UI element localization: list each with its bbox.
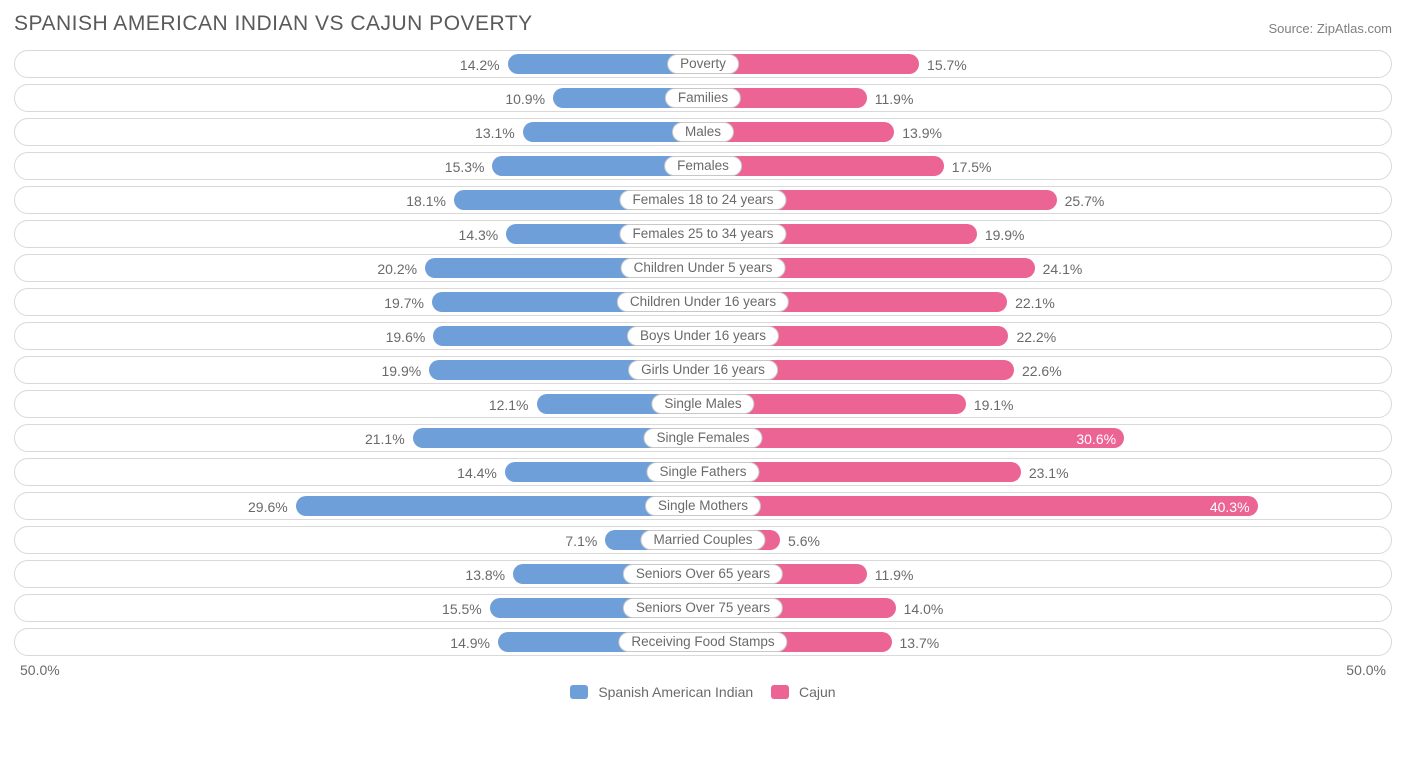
chart-row: 7.1% 5.6% Married Couples: [14, 526, 1392, 554]
category-label: Females 25 to 34 years: [619, 224, 786, 244]
value-label-left: 10.9%: [505, 85, 545, 113]
value-label-right: 14.0%: [904, 595, 944, 623]
chart-row: 19.6% 22.2% Boys Under 16 years: [14, 322, 1392, 350]
chart-row: 21.1% 30.6% Single Females: [14, 424, 1392, 452]
axis-label-right: 50.0%: [1346, 662, 1386, 678]
category-label: Children Under 5 years: [621, 258, 786, 278]
x-axis: 50.0% 50.0%: [14, 662, 1392, 678]
value-label-right: 30.6%: [1076, 425, 1116, 453]
chart-row: 10.9% 11.9% Families: [14, 84, 1392, 112]
chart-source: Source: ZipAtlas.com: [1268, 21, 1392, 36]
value-label-right: 19.9%: [985, 221, 1025, 249]
category-label: Males: [672, 122, 734, 142]
value-label-right: 23.1%: [1029, 459, 1069, 487]
category-label: Single Males: [651, 394, 754, 414]
category-label: Females: [664, 156, 742, 176]
value-label-left: 20.2%: [377, 255, 417, 283]
chart-title: SPANISH AMERICAN INDIAN VS CAJUN POVERTY: [14, 12, 533, 36]
value-label-left: 15.3%: [445, 153, 485, 181]
value-label-right: 22.6%: [1022, 357, 1062, 385]
chart-row: 19.7% 22.1% Children Under 16 years: [14, 288, 1392, 316]
value-label-left: 14.4%: [457, 459, 497, 487]
chart-row: 13.1% 13.9% Males: [14, 118, 1392, 146]
category-label: Poverty: [667, 54, 739, 74]
value-label-right: 13.9%: [902, 119, 942, 147]
value-label-left: 21.1%: [365, 425, 405, 453]
chart-row: 19.9% 22.6% Girls Under 16 years: [14, 356, 1392, 384]
value-label-right: 40.3%: [1210, 493, 1250, 521]
value-label-right: 5.6%: [788, 527, 820, 555]
value-label-left: 14.9%: [450, 629, 490, 657]
category-label: Girls Under 16 years: [628, 360, 778, 380]
chart-row: 14.9% 13.7% Receiving Food Stamps: [14, 628, 1392, 656]
value-label-right: 22.1%: [1015, 289, 1055, 317]
category-label: Boys Under 16 years: [627, 326, 779, 346]
value-label-left: 7.1%: [565, 527, 597, 555]
chart-row: 29.6% 40.3% Single Mothers: [14, 492, 1392, 520]
bar-left: [296, 496, 703, 516]
value-label-left: 19.9%: [381, 357, 421, 385]
category-label: Single Mothers: [645, 496, 761, 516]
value-label-right: 11.9%: [875, 85, 914, 113]
legend-swatch-left: [570, 685, 588, 699]
bar-right: [703, 428, 1124, 448]
value-label-left: 13.8%: [465, 561, 505, 589]
value-label-left: 13.1%: [475, 119, 515, 147]
category-label: Single Fathers: [646, 462, 759, 482]
value-label-right: 19.1%: [974, 391, 1014, 419]
value-label-left: 19.6%: [386, 323, 426, 351]
value-label-right: 17.5%: [952, 153, 992, 181]
value-label-left: 12.1%: [489, 391, 529, 419]
value-label-left: 19.7%: [384, 289, 424, 317]
axis-label-left: 50.0%: [20, 662, 60, 678]
value-label-left: 14.3%: [459, 221, 499, 249]
legend-swatch-right: [771, 685, 789, 699]
chart-row: 14.2% 15.7% Poverty: [14, 50, 1392, 78]
category-label: Receiving Food Stamps: [618, 632, 787, 652]
chart-row: 18.1% 25.7% Females 18 to 24 years: [14, 186, 1392, 214]
chart-header: SPANISH AMERICAN INDIAN VS CAJUN POVERTY…: [14, 12, 1392, 36]
legend: Spanish American Indian Cajun: [14, 684, 1392, 700]
category-label: Families: [665, 88, 741, 108]
category-label: Children Under 16 years: [617, 292, 789, 312]
value-label-left: 29.6%: [248, 493, 288, 521]
chart-row: 15.3% 17.5% Females: [14, 152, 1392, 180]
chart-row: 20.2% 24.1% Children Under 5 years: [14, 254, 1392, 282]
value-label-right: 24.1%: [1043, 255, 1083, 283]
value-label-left: 18.1%: [406, 187, 446, 215]
category-label: Seniors Over 75 years: [623, 598, 783, 618]
category-label: Seniors Over 65 years: [623, 564, 783, 584]
legend-label-right: Cajun: [799, 684, 836, 700]
value-label-right: 13.7%: [900, 629, 940, 657]
value-label-right: 22.2%: [1016, 323, 1056, 351]
value-label-right: 25.7%: [1065, 187, 1105, 215]
value-label-left: 15.5%: [442, 595, 482, 623]
chart-row: 13.8% 11.9% Seniors Over 65 years: [14, 560, 1392, 588]
chart-row: 14.3% 19.9% Females 25 to 34 years: [14, 220, 1392, 248]
diverging-bar-chart: 14.2% 15.7% Poverty 10.9% 11.9% Families 13.1%…: [14, 50, 1392, 656]
bar-right: [703, 496, 1258, 516]
category-label: Females 18 to 24 years: [619, 190, 786, 210]
chart-row: 14.4% 23.1% Single Fathers: [14, 458, 1392, 486]
chart-row: 15.5% 14.0% Seniors Over 75 years: [14, 594, 1392, 622]
category-label: Single Females: [643, 428, 762, 448]
chart-row: 12.1% 19.1% Single Males: [14, 390, 1392, 418]
value-label-left: 14.2%: [460, 51, 500, 79]
value-label-right: 15.7%: [927, 51, 967, 79]
legend-label-left: Spanish American Indian: [598, 684, 753, 700]
value-label-right: 11.9%: [875, 561, 914, 589]
category-label: Married Couples: [640, 530, 765, 550]
